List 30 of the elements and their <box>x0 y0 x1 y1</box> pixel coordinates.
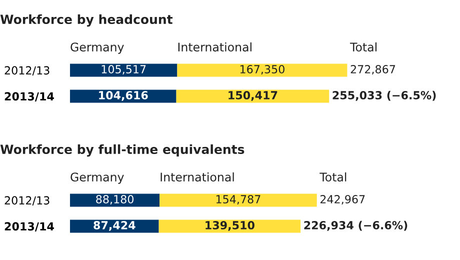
data-label: 154,787 <box>216 195 260 205</box>
total-label: 255,033 (−6.5%) <box>332 90 436 101</box>
data-label: 88,180 <box>96 195 134 205</box>
series-label: International <box>178 42 252 52</box>
y-tick-label: 2013/14 <box>4 222 54 232</box>
y-tick-label: 2012/13 <box>4 66 50 76</box>
bar <box>70 194 160 207</box>
data-label: 104,616 <box>99 91 148 101</box>
bar <box>158 220 301 233</box>
text: Total <box>320 172 346 182</box>
total-label: 226,934 (−6.6%) <box>304 220 408 231</box>
chart-title: Workforce by headcount <box>0 14 173 27</box>
data-label: 105,517 <box>102 65 146 75</box>
data-label: 150,417 <box>228 91 278 101</box>
data-label: 87,424 <box>94 221 136 231</box>
chart-title: Workforce by full-time equivalents <box>0 144 244 157</box>
data-label: 139,510 <box>206 221 254 231</box>
series-label: Germany <box>70 42 124 54</box>
data-label: 167,350 <box>240 65 284 75</box>
bar <box>70 64 178 77</box>
bar <box>160 194 317 207</box>
bar <box>176 90 330 103</box>
y-tick-label: 2013/14 <box>4 92 54 102</box>
y-tick-label: 2012/13 <box>4 196 50 206</box>
text: Total <box>350 42 376 52</box>
total-label: 242,967 <box>320 195 365 205</box>
total-label: 272,867 <box>350 65 396 75</box>
series-label: Germany <box>70 172 124 184</box>
bar <box>177 64 348 77</box>
series-label: International <box>160 172 234 182</box>
